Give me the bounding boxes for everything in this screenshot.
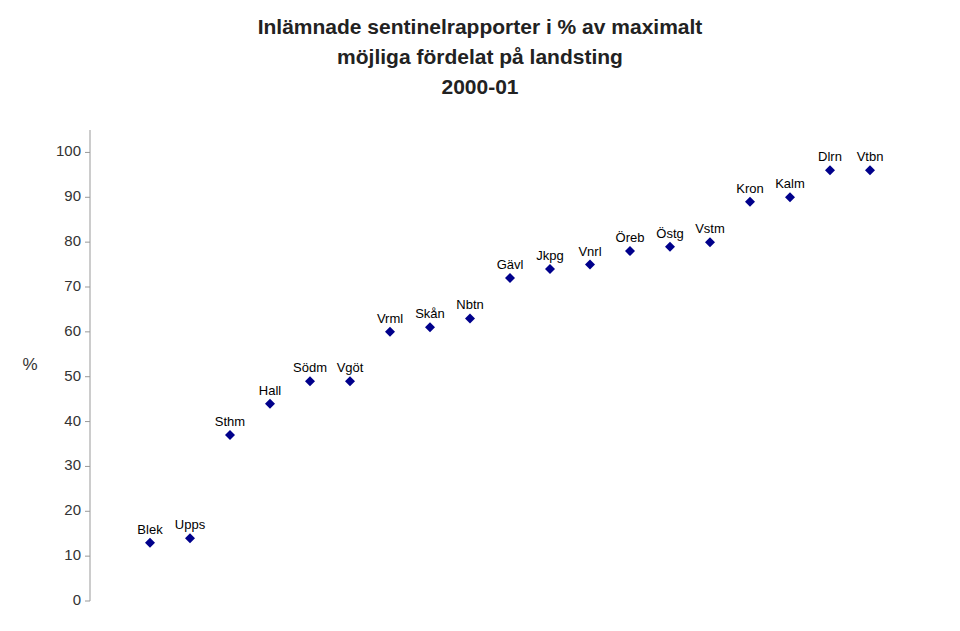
point <box>705 237 715 247</box>
point <box>825 165 835 175</box>
point <box>665 242 675 252</box>
point-label: Upps <box>175 517 206 532</box>
point <box>585 260 595 270</box>
point <box>425 322 435 332</box>
point-label: Vnrl <box>578 244 601 259</box>
tick-label: 100 <box>56 142 81 159</box>
tick-mark <box>85 466 90 467</box>
axis-line <box>90 130 91 601</box>
point-label: Hall <box>259 383 282 398</box>
point <box>265 399 275 409</box>
tick-label: 80 <box>64 232 81 249</box>
y-axis: 0 10 20 30 40 50 60 70 80 90 100 <box>56 130 90 608</box>
tick-mark <box>85 152 90 153</box>
tick-mark <box>85 331 90 332</box>
tick-mark <box>85 601 90 602</box>
tick-label: 10 <box>64 546 81 563</box>
tick-label: 30 <box>64 456 81 473</box>
point-label: Jkpg <box>536 248 563 263</box>
tick-mark <box>85 287 90 288</box>
point <box>305 376 315 386</box>
tick-label: 0 <box>73 591 81 608</box>
chart: Inlämnade sentinelrapporter i % av maxim… <box>0 0 960 631</box>
point <box>225 430 235 440</box>
point <box>185 533 195 543</box>
point-label: Vrml <box>377 311 403 326</box>
point-label: Dlrn <box>818 149 842 164</box>
point <box>865 165 875 175</box>
point-labels: Blek Upps Sthm Hall Södm Vgöt Vrml Skån Nbtn Gävl… <box>137 149 883 536</box>
tick-label: 50 <box>64 367 81 384</box>
tick-mark <box>85 421 90 422</box>
point <box>745 197 755 207</box>
point <box>785 192 795 202</box>
point <box>465 313 475 323</box>
point <box>145 538 155 548</box>
point-label: Vgöt <box>337 360 364 375</box>
point-label: Kalm <box>775 176 805 191</box>
point <box>345 376 355 386</box>
point-label: Vstm <box>695 221 725 236</box>
title: Inlämnade sentinelrapporter i % av maxim… <box>258 15 703 98</box>
tick-label: 40 <box>64 412 81 429</box>
point-label: Öreb <box>616 230 645 245</box>
tick-mark <box>85 376 90 377</box>
point-label: Vtbn <box>857 149 884 164</box>
point <box>385 327 395 337</box>
point-label: Kron <box>736 181 763 196</box>
point-label: Östg <box>656 226 683 241</box>
points <box>145 165 875 547</box>
tick-label: 20 <box>64 501 81 518</box>
point-label: Gävl <box>497 257 524 272</box>
tick-mark <box>85 242 90 243</box>
point-label: Sthm <box>215 414 245 429</box>
tick-label: 90 <box>64 187 81 204</box>
tick-label: 60 <box>64 322 81 339</box>
tick-mark <box>85 556 90 557</box>
tick-mark <box>85 511 90 512</box>
tick-label: 70 <box>64 277 81 294</box>
point <box>625 246 635 256</box>
point-label: Blek <box>137 522 163 537</box>
point-label: Skån <box>415 306 445 321</box>
tick-mark <box>85 197 90 198</box>
y-axis-label: % <box>22 355 37 374</box>
point-label: Nbtn <box>456 297 483 312</box>
point-label: Södm <box>293 360 327 375</box>
point <box>505 273 515 283</box>
point <box>545 264 555 274</box>
